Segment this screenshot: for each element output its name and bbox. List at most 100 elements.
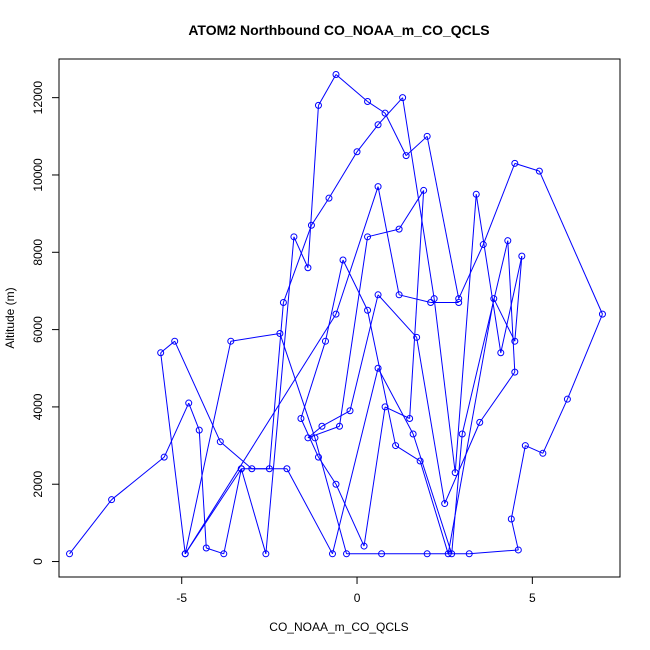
series-segment: [219, 441, 253, 470]
series-segment: [507, 240, 516, 373]
data-point: [507, 515, 515, 523]
data-point: [392, 442, 400, 450]
series-segment: [163, 402, 190, 458]
data-point: [413, 333, 421, 341]
series-segment: [510, 518, 519, 551]
data-point: [409, 430, 417, 438]
data-point: [406, 415, 414, 423]
data-point: [227, 337, 235, 345]
series-segment: [349, 294, 379, 411]
series-segment: [377, 294, 418, 338]
series-segment: [461, 240, 509, 435]
series-segment: [335, 484, 365, 547]
data-point: [420, 186, 428, 194]
series-segment: [444, 422, 481, 504]
data-point: [314, 101, 322, 109]
x-tick-label: -5: [176, 591, 187, 605]
data-point: [318, 422, 326, 430]
series-segment: [451, 433, 463, 554]
series-segment: [314, 437, 347, 554]
data-point: [427, 299, 435, 307]
data-point: [321, 337, 329, 345]
data-point: [237, 465, 245, 473]
data-point: [374, 121, 382, 129]
series-segment: [454, 194, 477, 473]
data-point: [332, 480, 340, 488]
series-segment: [286, 468, 333, 555]
data-point: [364, 98, 372, 106]
data-point: [374, 291, 382, 299]
series-segment: [479, 371, 516, 423]
data-point: [276, 329, 284, 337]
data-point: [378, 550, 386, 558]
series-segment: [174, 340, 221, 442]
series-segment: [188, 402, 200, 431]
series-segment: [538, 170, 603, 315]
data-point: [458, 430, 466, 438]
data-point: [181, 550, 189, 558]
series-segment: [356, 124, 379, 153]
data-point: [364, 306, 372, 314]
series-segment: [458, 244, 484, 299]
series-segment: [395, 445, 421, 462]
data-point: [441, 500, 449, 508]
data-point: [160, 453, 168, 461]
data-point: [364, 233, 372, 241]
data-point: [339, 256, 347, 264]
series-segment: [342, 259, 368, 311]
series-segment: [293, 236, 309, 268]
series-segment: [367, 310, 397, 446]
series-segment: [111, 456, 165, 501]
series-segment: [307, 425, 340, 439]
data-point: [416, 457, 424, 465]
x-axis-label: CO_NOAA_m_CO_QCLS: [269, 620, 408, 634]
data-point: [444, 550, 452, 558]
data-point: [343, 550, 351, 558]
data-point: [157, 349, 165, 357]
data-point: [332, 70, 340, 78]
series-segment: [419, 460, 449, 554]
series-segment: [426, 136, 460, 299]
series-segment: [398, 190, 425, 230]
series-segment: [223, 468, 242, 554]
data-point: [374, 183, 382, 191]
series-segment: [398, 294, 431, 304]
data-point: [262, 550, 270, 558]
data-point: [395, 291, 403, 299]
series-segment: [493, 298, 516, 342]
data-point: [297, 415, 305, 423]
series-segment: [321, 410, 351, 427]
series-segment: [510, 445, 526, 520]
data-point: [66, 550, 74, 558]
series-segment: [412, 433, 453, 554]
y-tick-label: 6000: [31, 316, 45, 343]
data-point: [514, 546, 522, 554]
data-point: [248, 465, 256, 473]
data-point: [360, 542, 368, 550]
series-segment: [282, 225, 312, 303]
series-segment: [377, 97, 403, 126]
data-point: [479, 241, 487, 249]
series-segment: [416, 337, 446, 504]
data-point: [476, 418, 484, 426]
data-point: [423, 132, 431, 140]
series-segment: [300, 418, 319, 458]
series-segment: [265, 236, 295, 554]
series-segment: [332, 368, 379, 554]
x-tick-label: 5: [529, 591, 536, 605]
series-segment: [324, 259, 344, 342]
chart-title: ATOM2 Northbound CO_NOAA_m_CO_QCLS: [188, 22, 489, 38]
data-point: [314, 453, 322, 461]
y-tick-label: 2000: [31, 471, 45, 498]
data-point: [325, 194, 333, 202]
data-point: [472, 190, 480, 198]
series-segment: [335, 74, 368, 102]
y-axis: 0 2000 4000 6000 8000 10000 12000: [31, 81, 60, 565]
series-segment: [469, 549, 519, 555]
y-tick-label: 4000: [31, 393, 45, 420]
data-point: [381, 403, 389, 411]
series-segment: [339, 236, 369, 427]
data-point: [265, 465, 273, 473]
series-segment: [475, 194, 502, 353]
